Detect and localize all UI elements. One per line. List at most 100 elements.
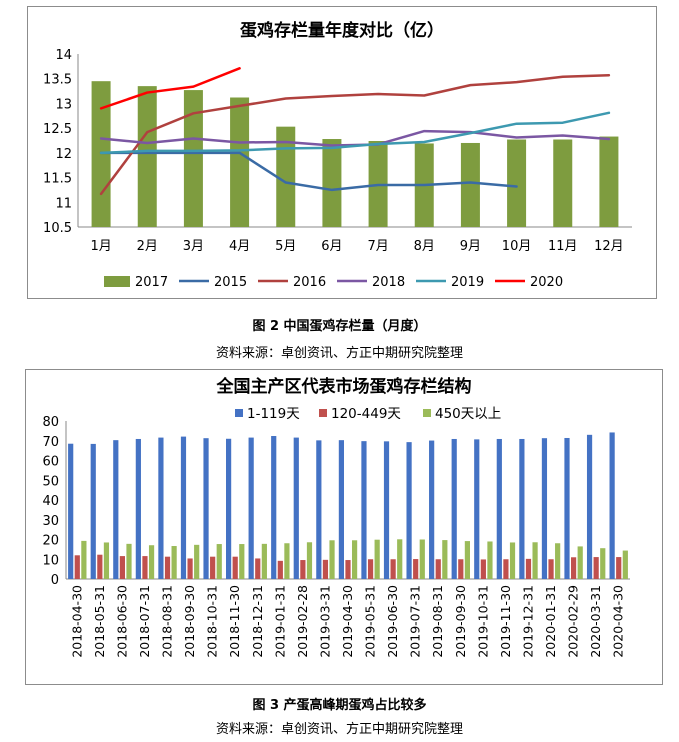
bar-120-449天-2018-04-30 [74,555,80,579]
y-tick-label: 0 [51,573,59,588]
bar-120-449天-2019-02-28 [300,560,306,579]
bar-120-449天-2018-06-30 [119,556,125,579]
y-tick-label: 11 [55,196,72,211]
x-tick-label: 2018-05-31 [92,585,107,658]
y-tick-label: 50 [42,474,59,489]
bar-120-449天-2020-01-31 [548,559,554,579]
bar-2017-6 [322,139,342,227]
bar-120-449天-2019-01-31 [277,560,283,579]
y-tick-label: 12.5 [43,122,72,137]
bar-1-119天-2020-01-31 [541,438,548,579]
bar-120-449天-2020-03-31 [593,557,599,579]
bar-450天以上-2019-09-30 [464,541,470,579]
bar-1-119天-2018-08-31 [158,437,164,579]
y-tick-label: 40 [42,494,59,509]
bar-120-449天-2020-04-30 [616,557,622,579]
x-tick-label: 2018-10-31 [205,585,220,658]
y-tick-label: 10 [42,553,59,568]
bar-450天以上-2018-08-31 [171,546,177,579]
legend-label-2015: 2015 [214,275,247,290]
line-series-2016 [99,74,611,196]
bar-1-119天-2019-11-30 [496,438,502,579]
bar-450天以上-2019-12-31 [532,542,538,579]
bar-120-449天-2019-11-30 [503,559,509,579]
legend-label-2020: 2020 [530,275,563,290]
y-tick-label: 20 [42,534,59,549]
legend-label-2019: 2019 [451,275,484,290]
y-tick-label: 13.5 [43,73,72,88]
x-tick-label: 2019-04-30 [340,585,355,658]
bar-120-449天-2018-10-31 [210,556,216,579]
bar-1-119天-2018-06-30 [113,440,119,579]
bar-450天以上-2019-03-31 [329,540,335,579]
bar-1-119天-2019-10-31 [474,439,480,579]
bar-450天以上-2018-12-31 [261,543,267,579]
x-tick-label: 2018-07-31 [137,585,152,658]
bar-450天以上-2018-04-30 [81,540,87,579]
figure2-caption: 图 2 中国蛋鸡存栏量（月度） [252,319,427,334]
bar-1-119天-2019-09-30 [451,438,457,579]
bar-450天以上-2018-06-30 [126,543,132,579]
bar-450天以上-2020-01-31 [555,543,561,579]
legend-swatch-450天以上 [423,409,431,417]
bar-1-119天-2020-04-30 [609,432,615,579]
bar-1-119天-2019-03-31 [316,440,322,579]
bar-450天以上-2018-09-30 [194,544,200,579]
x-tick-label: 6月 [321,239,342,254]
bar-450天以上-2019-07-31 [419,539,425,579]
bar-1-119天-2019-06-30 [383,441,390,579]
bar-2017-10 [507,139,527,227]
bar-450天以上-2020-03-31 [600,548,606,579]
x-tick-label: 2019-01-31 [272,585,287,658]
x-tick-label: 1月 [90,239,111,254]
x-tick-label: 2020-04-30 [611,585,626,658]
bar-1-119天-2019-08-31 [429,440,435,579]
x-tick-label: 4月 [229,239,250,254]
y-tick-label: 11.5 [43,172,72,187]
legend-label-450天以上: 450天以上 [435,406,501,422]
bar-450天以上-2018-10-31 [216,544,222,579]
x-tick-label: 2019-03-31 [317,585,332,658]
bar-2017-4 [230,97,250,227]
bar-120-449天-2018-05-31 [97,554,103,579]
bar-120-449天-2020-02-29 [571,557,577,579]
bar-450天以上-2020-04-30 [622,550,628,579]
y-tick-label: 14 [55,48,72,63]
x-tick-label: 8月 [414,239,435,254]
bar-1-119天-2018-07-31 [135,438,141,579]
bar-120-449天-2018-11-30 [232,556,238,579]
y-tick-label: 60 [42,455,59,470]
bar-1-119天-2019-01-31 [271,436,277,579]
x-tick-label: 2019-06-30 [385,585,400,658]
bar-1-119天-2018-05-31 [90,443,96,579]
x-tick-label: 11月 [548,239,578,254]
bar-450天以上-2019-06-30 [397,539,403,579]
figure2-source: 资料来源：卓创资讯、方正中期研究院整理 [215,346,463,361]
bar-1-119天-2019-12-31 [519,438,525,579]
bar-120-449天-2018-08-31 [164,556,171,579]
legend-label-1-119天: 1-119天 [247,406,300,422]
x-tick-label: 2019-08-31 [430,585,445,658]
legend-label-120-449天: 120-449天 [331,406,401,422]
bar-120-449天-2019-09-30 [458,559,464,579]
bar-450天以上-2019-05-31 [374,539,380,579]
bar-120-449天-2019-08-31 [435,559,441,579]
bar-2017-12 [599,136,619,227]
x-tick-label: 2019-11-30 [498,585,513,658]
x-tick-label: 2020-02-29 [566,585,581,658]
bar-450天以上-2019-01-31 [284,543,290,579]
bar-1-119天-2018-10-31 [203,438,209,579]
line-series-2015 [99,151,518,192]
line-series-2019 [99,111,611,155]
bar-450天以上-2018-05-31 [103,542,110,579]
x-tick-label: 2020-03-31 [588,585,603,658]
bar-2017-3 [183,90,203,227]
y-tick-label: 70 [42,435,59,450]
bar-1-119天-2018-11-30 [226,438,232,579]
bar-2017-5 [276,126,296,227]
x-tick-label: 2019-09-30 [453,585,468,658]
bar-120-449天-2019-05-31 [367,559,374,579]
figure3-caption: 图 3 产蛋高峰期蛋鸡占比较多 [252,698,427,713]
